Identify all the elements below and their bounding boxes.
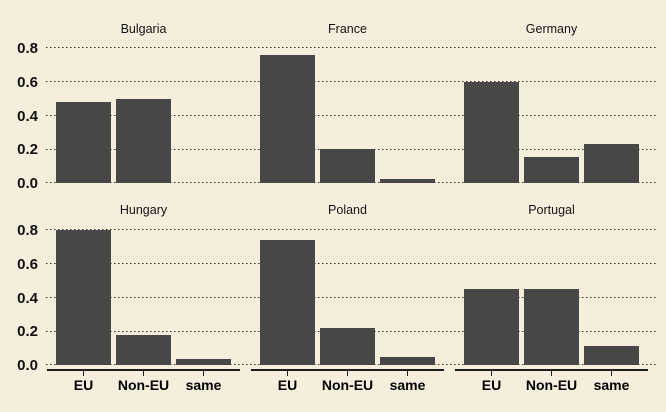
facet-title: Bulgaria (120, 22, 167, 36)
bar-same (380, 357, 435, 365)
bar-non-eu (524, 289, 579, 365)
bar-eu (260, 240, 315, 365)
facet-title: Poland (328, 203, 367, 217)
x-axis-category-label: EU (73, 377, 94, 393)
bar-non-eu (116, 98, 171, 183)
y-gridline (46, 262, 658, 265)
bar-eu (464, 289, 519, 365)
bar-non-eu (320, 149, 375, 183)
x-axis-tick (82, 371, 85, 376)
x-axis-line (455, 369, 648, 371)
x-axis-category-label: EU (277, 377, 298, 393)
x-axis-line (251, 369, 444, 371)
facet-title: France (328, 22, 367, 36)
bar-same (584, 346, 639, 365)
bar-eu (260, 54, 315, 183)
facet-title: Portugal (528, 203, 575, 217)
y-axis-tick-label: 0.6 (17, 255, 38, 273)
bar-non-eu (524, 156, 579, 183)
facet-title: Germany (525, 22, 578, 36)
x-axis-category-label: Non-EU (117, 377, 170, 393)
y-axis-tick-label: 0.6 (17, 73, 38, 91)
y-axis-tick-label: 0.8 (17, 40, 38, 57)
y-gridline (46, 229, 658, 231)
x-axis-category-label: same (593, 377, 630, 393)
x-axis-tick (286, 371, 289, 376)
x-axis-tick (406, 371, 409, 376)
x-axis-category-label: EU (481, 377, 502, 393)
x-axis-tick (550, 371, 553, 376)
bar-same (584, 144, 639, 183)
x-axis-category-label: Non-EU (321, 377, 374, 393)
bar-eu (464, 81, 519, 183)
x-axis-tick (202, 371, 205, 376)
y-gridline (46, 114, 658, 117)
x-axis-tick (142, 371, 145, 376)
x-axis-tick (490, 371, 493, 376)
bar-same (380, 178, 435, 183)
x-axis-line (47, 369, 240, 371)
y-axis-tick-label: 0.2 (17, 323, 38, 341)
x-axis-category-label: same (185, 377, 222, 393)
x-axis-category-label: Non-EU (525, 377, 578, 393)
y-axis-tick-label: 0.0 (17, 175, 38, 192)
y-axis-tick-label: 0.4 (17, 107, 38, 125)
y-gridline (46, 296, 658, 299)
y-axis-tick-label: 0.8 (17, 222, 38, 239)
bar-same (176, 359, 231, 365)
bar-non-eu (320, 327, 375, 365)
facet-title: Hungary (119, 203, 168, 217)
y-axis-tick-label: 0.0 (17, 357, 38, 374)
y-gridline (46, 80, 658, 83)
bar-eu (56, 230, 111, 365)
x-axis-tick (610, 371, 613, 376)
bar-eu (56, 102, 111, 183)
y-gridline (46, 47, 658, 49)
x-axis-tick (346, 371, 349, 376)
bar-non-eu (116, 334, 171, 365)
x-axis-category-label: same (389, 377, 426, 393)
y-axis-tick-label: 0.4 (17, 289, 38, 307)
y-gridline (46, 182, 658, 184)
y-gridline (46, 364, 658, 366)
y-axis-tick-label: 0.2 (17, 141, 38, 159)
